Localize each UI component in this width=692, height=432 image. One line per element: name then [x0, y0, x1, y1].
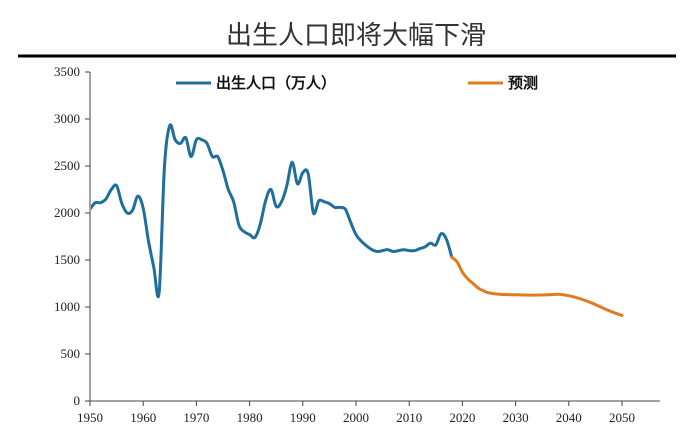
y-tick-label: 0 — [74, 393, 81, 408]
legend: 出生人口（万人） 预测 — [176, 74, 538, 92]
x-tick-label: 1950 — [77, 410, 103, 425]
y-tick-label: 2000 — [54, 205, 80, 220]
legend-label-forecast: 预测 — [508, 74, 538, 92]
series-line-births — [91, 123, 454, 298]
x-tick-label: 2000 — [343, 410, 369, 425]
plot-area: 0 500 1000 1500 2000 2500 3000 3500 1950 1960 1970… — [54, 64, 660, 425]
x-tick-label: 2020 — [449, 410, 475, 425]
x-tick-label: 2040 — [556, 410, 582, 425]
y-tick-label: 1500 — [54, 252, 80, 267]
x-tick-label: 1970 — [183, 410, 209, 425]
y-tick-label: 3500 — [54, 64, 80, 79]
y-tick-label: 500 — [61, 346, 81, 361]
x-tick-label: 1960 — [130, 410, 156, 425]
series-line-forecast — [450, 255, 624, 317]
y-tick-label: 3000 — [54, 111, 80, 126]
x-tick-label: 2010 — [396, 410, 422, 425]
y-tick-label: 2500 — [54, 158, 80, 173]
chart-title: 出生人口即将大幅下滑 — [226, 21, 486, 51]
legend-label-births: 出生人口（万人） — [216, 74, 336, 92]
x-tick-label: 2030 — [503, 410, 529, 425]
x-tick-label: 1990 — [290, 410, 316, 425]
y-tick-label: 1000 — [54, 299, 80, 314]
x-tick-label: 1980 — [237, 410, 263, 425]
x-tick-label: 2050 — [609, 410, 635, 425]
